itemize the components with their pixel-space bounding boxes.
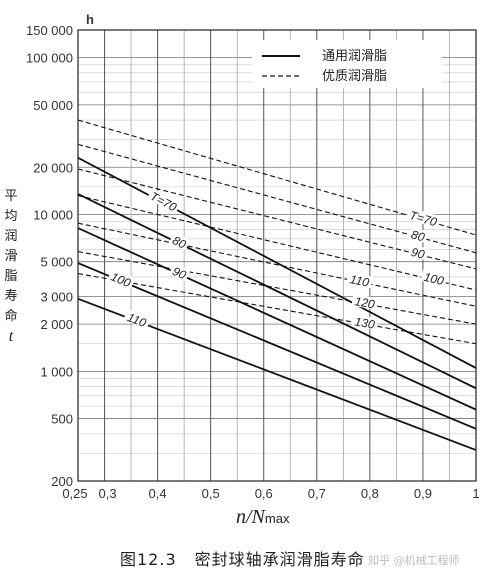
y-axis-symbol: t [8,328,14,345]
legend: 通用润滑脂 优质润滑脂 [252,40,442,88]
curve-label-bg [406,207,441,228]
curve-label-group: 90 [168,263,191,282]
x-axis-label: n/Nmax [236,506,289,529]
series-line-solid [78,227,476,411]
x-tick-label: 0,6 [255,486,273,501]
plot-frame [77,29,477,482]
curve-label-group: 100 [420,269,448,288]
curve-label: 90 [170,264,188,282]
x-tick-labels: 0,25 0,3 0,4 0,5 0,6 0,7 0,8 0,9 1 [62,486,479,501]
series-line-solid [78,193,476,390]
curve-label-group: 130 [351,314,379,332]
y-axis-label-char: 滑 [4,249,18,264]
y-axis-label-char: 平 [4,189,18,204]
y-axis-label-char: 均 [4,209,18,224]
curve-label: 110 [349,272,371,290]
y-tick-label: 5 000 [40,255,73,270]
curve-label: 130 [354,314,376,331]
series-line-dashed [78,168,476,270]
curve-label-bg [351,314,379,331]
y-unit-label: h [86,12,94,27]
curve-label: 120 [354,294,377,311]
series-line-dashed [78,222,476,307]
curve-label-bg [146,188,181,214]
x-axis-label-main: n/N [236,506,265,528]
series-line-solid [78,262,476,430]
curve-label: 100 [422,270,445,288]
x-tick-label: 1 [472,486,479,501]
x-tick-label: 0,25 [62,486,87,501]
curve-label: 80 [170,233,188,252]
y-tick-label: 500 [51,412,73,427]
curve-label-bg [168,232,191,251]
curve-label-group: 120 [351,293,379,312]
y-axis-label-char: 命 [4,309,18,324]
curve-label-bg [107,268,136,290]
y-axis-label: 平 均 润 滑 脂 寿 命 t [2,187,20,347]
figure-number: 图12.3 [120,550,177,569]
series-line-dashed [78,251,476,325]
curve-label-group: 80 [407,226,429,245]
curve-label-group: 80 [168,232,191,252]
series-layer [78,119,476,451]
y-axis-label-char: 寿 [4,289,18,304]
curve-label-bg [407,226,429,244]
y-tick-label: 3 000 [40,290,73,305]
x-tick-label: 0,7 [308,486,326,501]
watermark: 知乎 @机械工程师 [368,554,460,567]
curve-label: 80 [410,227,427,244]
series-line-dashed [78,143,476,254]
figure-caption: 图12.3 密封球轴承润滑脂寿命 [120,546,365,570]
curve-label: 90 [410,245,427,262]
legend-entry-solid: 通用润滑脂 [322,49,387,64]
y-tick-label: 150 000 [26,23,73,38]
x-tick-label: 0,8 [361,486,379,501]
curve-label-group: 110 [123,309,151,330]
y-tick-label: 50 000 [33,98,73,113]
y-tick-label: 200 [51,474,73,489]
curve-label-bg [420,269,448,287]
x-tick-label: 0,3 [98,486,116,501]
y-tick-label: 1 000 [40,364,73,379]
curve-label-group: 90 [407,244,429,262]
y-axis-label-char: 润 [4,229,18,244]
series-line-dashed [78,195,476,291]
y-tick-label: 10 000 [33,207,73,222]
curve-label-group: T=70 [146,188,181,215]
x-tick-label: 0,5 [202,486,220,501]
curve-label-bg [168,263,191,282]
figure-title: 密封球轴承润滑脂寿命 [194,550,365,569]
curve-label-group: 110 [346,271,374,290]
curve-label-bg [346,271,374,289]
y-tick-label: 2 000 [40,317,73,332]
y-tick-labels: 150 000 100 000 50 000 20 000 10 000 5 000 3 0… [26,23,73,489]
legend-entry-dashed: 优质润滑脂 [322,69,387,84]
curve-label-bg [407,244,429,261]
y-tick-label: 100 000 [26,51,73,66]
curve-label-bg [351,293,379,311]
y-tick-label: 20 000 [33,160,73,175]
x-axis-label-sub: max [264,511,290,526]
y-axis-label-char: 脂 [4,269,18,284]
curve-label-bg [123,309,151,330]
series-line-dashed [78,273,476,345]
curve-label: 110 [125,310,148,330]
series-line-solid [78,156,476,369]
x-tick-label: 0,4 [149,486,167,501]
legend-background [252,40,442,88]
x-tick-label: 0,9 [414,486,432,501]
